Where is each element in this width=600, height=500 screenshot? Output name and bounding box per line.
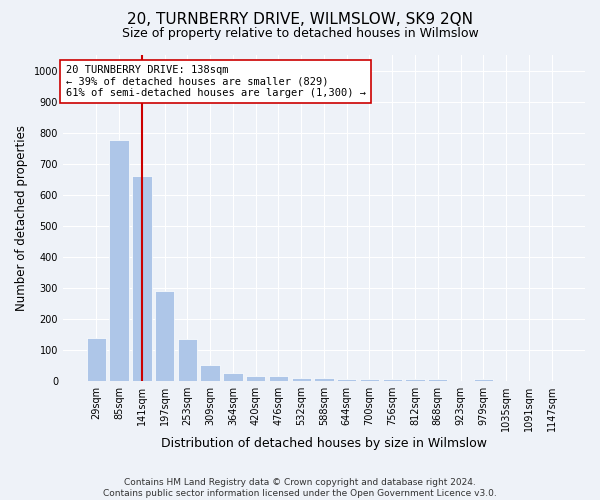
- Bar: [428, 378, 448, 381]
- Bar: [383, 378, 402, 381]
- Bar: [200, 365, 220, 381]
- Bar: [473, 378, 493, 381]
- Bar: [269, 376, 288, 381]
- Bar: [132, 176, 152, 381]
- Bar: [109, 140, 129, 381]
- Text: Size of property relative to detached houses in Wilmslow: Size of property relative to detached ho…: [122, 28, 478, 40]
- Bar: [360, 378, 379, 381]
- Text: 20 TURNBERRY DRIVE: 138sqm
← 39% of detached houses are smaller (829)
61% of sem: 20 TURNBERRY DRIVE: 138sqm ← 39% of deta…: [65, 65, 365, 98]
- Bar: [178, 340, 197, 381]
- Bar: [292, 378, 311, 381]
- Text: Contains HM Land Registry data © Crown copyright and database right 2024.
Contai: Contains HM Land Registry data © Crown c…: [103, 478, 497, 498]
- Bar: [86, 338, 106, 381]
- Bar: [155, 291, 174, 381]
- Bar: [246, 376, 265, 381]
- X-axis label: Distribution of detached houses by size in Wilmslow: Distribution of detached houses by size …: [161, 437, 487, 450]
- Bar: [406, 378, 425, 381]
- Bar: [223, 372, 242, 381]
- Y-axis label: Number of detached properties: Number of detached properties: [15, 125, 28, 311]
- Text: 20, TURNBERRY DRIVE, WILMSLOW, SK9 2QN: 20, TURNBERRY DRIVE, WILMSLOW, SK9 2QN: [127, 12, 473, 28]
- Bar: [337, 378, 356, 381]
- Bar: [314, 378, 334, 381]
